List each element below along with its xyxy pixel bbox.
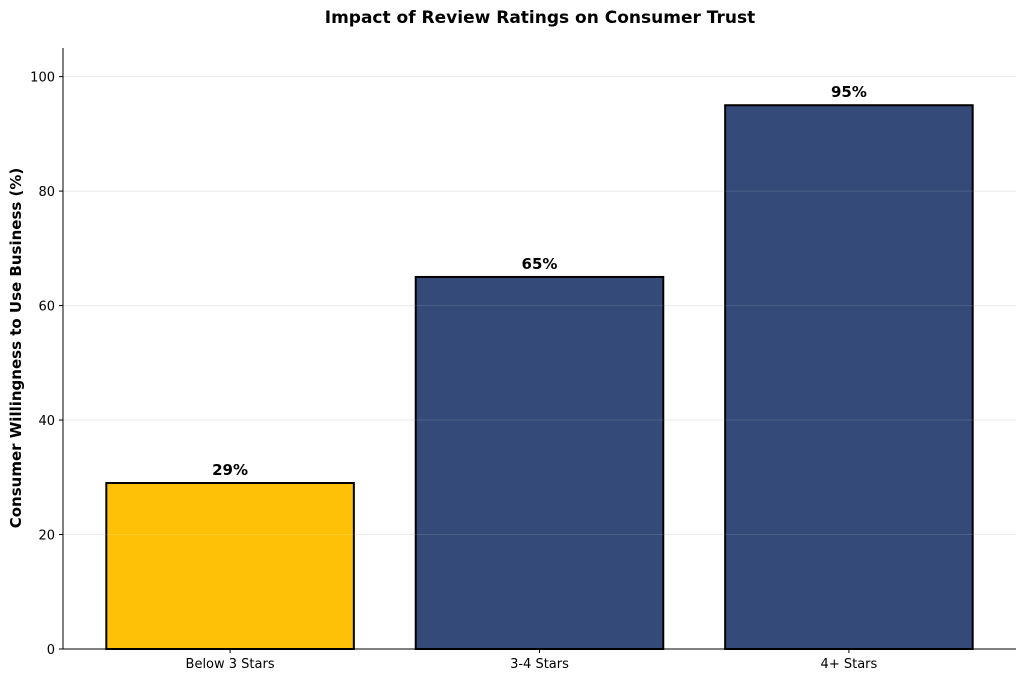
bar (105, 482, 355, 650)
data-label: 65% (522, 255, 558, 273)
x-tick-label: 3-4 Stars (510, 657, 569, 672)
y-tick-label: 0 (47, 643, 55, 658)
y-tick-label: 80 (38, 185, 55, 200)
chart-title: Impact of Review Ratings on Consumer Tru… (325, 8, 756, 28)
data-label: 29% (212, 461, 248, 479)
y-tick-label: 40 (38, 414, 55, 429)
data-label: 95% (831, 83, 867, 101)
x-tick-label: 4+ Stars (821, 657, 878, 672)
y-tick-label: 100 (30, 71, 55, 86)
y-axis-label: Consumer Willingness to Use Business (%) (7, 168, 25, 529)
y-tick-label: 60 (38, 300, 55, 315)
bar (414, 275, 665, 650)
x-tick-label: Below 3 Stars (186, 657, 275, 672)
y-tick-label: 20 (38, 529, 55, 544)
bar (724, 104, 974, 650)
